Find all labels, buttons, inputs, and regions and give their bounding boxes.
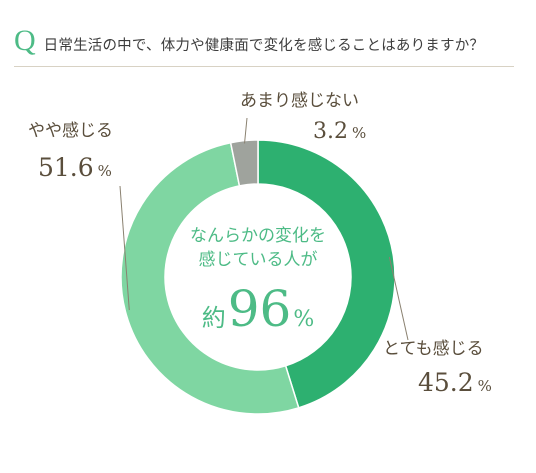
value-yaya-unit: % <box>98 162 112 180</box>
center-line1: なんらかの変化を <box>190 226 326 246</box>
value-totemo-number: 45.2 <box>418 368 474 397</box>
center-value: 96 <box>228 280 292 338</box>
value-totemo: 45.2% <box>418 368 492 397</box>
leader-line-1 <box>119 185 130 311</box>
leader-line-0 <box>388 256 409 341</box>
label-totemo: とても感じる <box>383 339 484 359</box>
center-prefix: 約 <box>202 304 226 332</box>
value-yaya-number: 51.6 <box>38 153 94 182</box>
question-mark-icon: Q <box>14 24 36 57</box>
center-line2: 感じている人が <box>199 250 318 270</box>
value-amari-unit: % <box>352 124 366 142</box>
center-figure: 約96% <box>202 280 315 338</box>
donut-slice-0 <box>257 139 396 409</box>
value-totemo-unit: % <box>478 377 492 395</box>
leader-line-2 <box>244 117 248 144</box>
value-amari: 3.2% <box>313 119 366 144</box>
label-amari: あまり感じない <box>240 91 359 111</box>
question-header: Q 日常生活の中で、体力や健康面で変化を感じることはありますか？ <box>14 26 484 56</box>
question-text: 日常生活の中で、体力や健康面で変化を感じることはありますか？ <box>43 38 485 54</box>
leader-lines <box>119 117 409 341</box>
donut-slice-1 <box>120 141 300 415</box>
label-yaya: やや感じる <box>28 121 113 141</box>
donut-slices <box>120 139 396 415</box>
value-amari-number: 3.2 <box>313 119 348 144</box>
value-yaya: 51.6% <box>38 153 112 182</box>
divider <box>14 66 514 67</box>
donut-slice-2 <box>229 139 259 187</box>
center-unit: % <box>293 307 314 332</box>
